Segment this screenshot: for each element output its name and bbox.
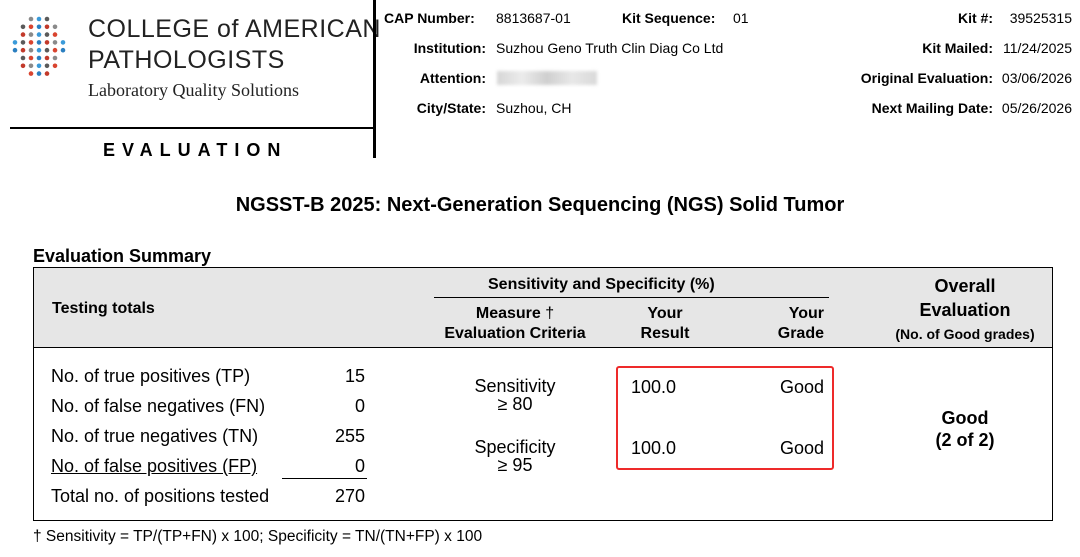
header-divider	[10, 127, 374, 129]
cap-number-value: 8813687-01	[496, 10, 571, 26]
logo-line-1: COLLEGE of AMERICAN	[88, 15, 381, 43]
table-header-row	[34, 268, 1052, 348]
col-measure: Measure †	[475, 305, 555, 322]
col-your-grade-1: Your	[788, 305, 824, 322]
totals-value: 270	[334, 486, 365, 506]
totals-sum-line	[282, 478, 367, 479]
kit-mailed-label: Kit Mailed:	[922, 40, 993, 56]
institution-label: Institution:	[413, 40, 486, 56]
evaluation-summary-table	[33, 267, 1053, 521]
totals-label: No. of true negatives (TN)	[51, 426, 259, 446]
col-your-grade-2: Grade	[777, 325, 824, 342]
overall-grade: Good	[941, 408, 989, 428]
footnote: † Sensitivity = TP/(TP+FN) x 100; Specif…	[33, 528, 483, 545]
totals-label: No. of true positives (TP)	[51, 366, 251, 386]
col-overall-2: Evaluation	[919, 300, 1011, 320]
measure-criteria: ≥ 80	[497, 394, 533, 414]
col-group-sens-spec: Sensitivity and Specificity (%)	[488, 276, 715, 293]
kit-sequence-value: 01	[733, 10, 749, 26]
kit-number-label: Kit #:	[958, 10, 993, 26]
city-state-value: Suzhou, CH	[496, 100, 572, 116]
measure-grade: Good	[779, 377, 824, 397]
col-criteria: Evaluation Criteria	[444, 325, 586, 342]
kit-number-value: 39525315	[1009, 10, 1072, 26]
measure-result: 100.0	[631, 377, 677, 397]
logo-tagline: Laboratory Quality Solutions	[88, 80, 299, 100]
redacted-name	[497, 71, 597, 85]
cap-logo-icon	[12, 16, 66, 76]
logo-line-2: PATHOLOGISTS	[88, 46, 285, 74]
col-overall-1: Overall	[934, 276, 996, 296]
col-testing-totals: Testing totals	[52, 300, 155, 317]
totals-label: No. of false negatives (FN)	[51, 396, 266, 416]
overall-count: (2 of 2)	[935, 430, 995, 450]
totals-value: 0	[354, 456, 365, 476]
attention-label: Attention:	[419, 70, 486, 86]
summary-heading: Evaluation Summary	[33, 246, 212, 266]
totals-label: No. of false positives (FP)	[51, 456, 258, 476]
col-your-result-2: Result	[640, 325, 690, 342]
measure-name: Specificity	[474, 437, 556, 457]
report-title: NGSST-B 2025: Next-Generation Sequencing…	[235, 194, 845, 216]
kit-sequence-label: Kit Sequence:	[622, 10, 716, 26]
totals-value: 0	[354, 396, 365, 416]
original-evaluation-label: Original Evaluation:	[860, 70, 993, 86]
next-mailing-value: 05/26/2026	[1001, 100, 1072, 116]
result-highlight-box	[616, 366, 834, 470]
totals-value: 15	[344, 366, 365, 386]
cap-number-label: CAP Number:	[384, 10, 475, 26]
measure-grade: Good	[779, 438, 824, 458]
original-evaluation-value: 03/06/2026	[1001, 70, 1072, 86]
institution-value: Suzhou Geno Truth Clin Diag Co Ltd	[496, 40, 724, 56]
city-state-label: City/State:	[416, 100, 486, 116]
measure-result: 100.0	[631, 438, 677, 458]
header-vertical-divider	[373, 0, 376, 158]
col-your-result-1: Your	[647, 305, 683, 322]
totals-value: 255	[334, 426, 365, 446]
measure-name: Sensitivity	[474, 376, 556, 396]
measure-criteria: ≥ 95	[497, 455, 533, 475]
col-overall-3: (No. of Good grades)	[895, 326, 1035, 342]
kit-mailed-value: 11/24/2025	[1002, 40, 1072, 56]
section-label: EVALUATION	[103, 140, 288, 160]
totals-label: Total no. of positions tested	[51, 486, 270, 506]
next-mailing-label: Next Mailing Date:	[871, 100, 993, 116]
col-group-underline	[434, 297, 829, 298]
